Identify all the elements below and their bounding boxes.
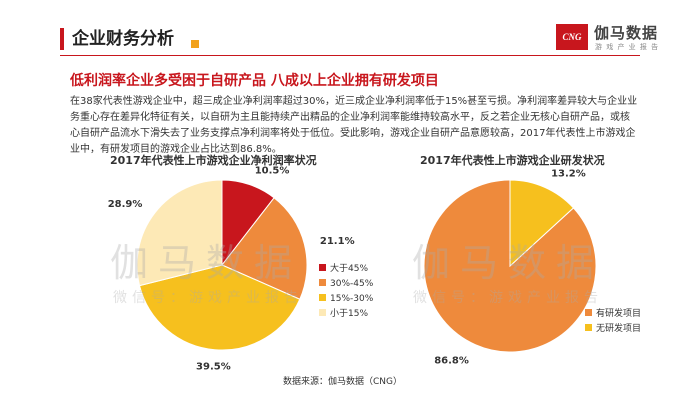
chart1-legend-label-3: 小于15% (330, 308, 368, 319)
logo-subtitle: 游 戏 产 业 报 告 (595, 43, 660, 51)
chart1-legend-swatch-1 (319, 279, 326, 286)
chart2-legend-swatch-1 (585, 324, 592, 331)
chart1-label-2: 39.5% (196, 362, 231, 373)
chart2-slice-1 (509, 179, 575, 268)
chart1-title: 2017年代表性上市游戏企业净利润率状况 (110, 154, 317, 167)
data-source: 数据来源：伽马数据（CNG） (283, 377, 402, 387)
chart1-legend-label-2: 15%-30% (330, 294, 374, 304)
chart1-label-0: 10.5% (255, 165, 290, 176)
logo-badge: CNG (556, 24, 588, 50)
page-header: 企业财务分析 (0, 0, 700, 62)
brand-logo: CNG 伽马数据 游 戏 产 业 报 告 (556, 22, 686, 54)
chart1-legend-label-1: 30%-45% (330, 279, 374, 289)
page-title: 企业财务分析 (72, 29, 174, 49)
chart1-slice-2 (138, 264, 301, 351)
chart1-legend-swatch-3 (319, 309, 326, 316)
header-accent-square (191, 40, 199, 48)
logo-name: 伽马数据 (594, 24, 659, 42)
chart1-label-1: 21.1% (320, 236, 355, 247)
chart2-legend-label-1: 无研发项目 (596, 322, 641, 334)
chart2-legend-swatch-0 (585, 309, 592, 316)
chart1-legend-swatch-2 (319, 294, 326, 301)
chart1-slice-3 (136, 179, 223, 287)
header-accent-bar (60, 28, 64, 50)
chart1-legend-swatch-0 (319, 264, 326, 271)
body-paragraph: 在38家代表性游戏企业中，超三成企业净利润率超过30%，近三成企业净利润率低于1… (70, 96, 638, 155)
chart2-title: 2017年代表性上市游戏企业研发状况 (420, 154, 605, 167)
header-divider (60, 55, 640, 56)
chart2-legend-label-0: 有研发项目 (596, 307, 641, 319)
chart2-label-1: 13.2% (551, 169, 586, 180)
chart1-label-3: 28.9% (108, 199, 143, 210)
chart2-label-0: 86.8% (434, 355, 469, 366)
section-headline: 低利润率企业多受困于自研产品 八成以上企业拥有研发项目 (70, 73, 439, 89)
chart1-legend-label-0: 大于45% (330, 262, 368, 274)
